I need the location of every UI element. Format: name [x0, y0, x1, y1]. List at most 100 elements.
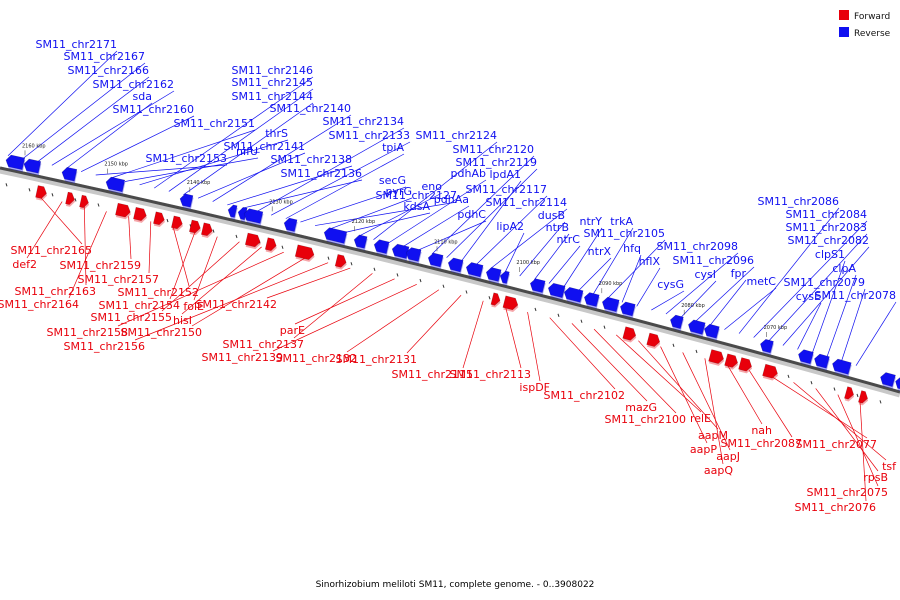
- forward-gene-arrow[interactable]: [79, 194, 91, 211]
- gene-label[interactable]: SM11_chr2127: [375, 189, 457, 202]
- gene-label[interactable]: SM11_chr2079: [783, 276, 865, 289]
- forward-gene-arrow[interactable]: [133, 206, 149, 224]
- gene-label[interactable]: cysI: [694, 268, 716, 281]
- gene-label[interactable]: SM11_chr2167: [63, 50, 145, 63]
- gene-label[interactable]: SM11_chr2142: [195, 298, 277, 311]
- gene-label[interactable]: SM11_chr2163: [14, 285, 96, 298]
- gene-label[interactable]: SM11_chr2160: [112, 103, 194, 116]
- gene-label[interactable]: SM11_chr2133: [328, 129, 410, 142]
- gene-label[interactable]: cysE: [796, 290, 821, 303]
- gene-label[interactable]: SM11_chr2159: [59, 259, 141, 272]
- gene-label[interactable]: SM11_chr2137: [222, 338, 304, 351]
- gene-label[interactable]: clpS1: [815, 248, 845, 261]
- reverse-gene-arrow[interactable]: [758, 338, 774, 356]
- gene-label[interactable]: nah: [751, 424, 772, 437]
- reverse-gene-arrow[interactable]: [464, 261, 484, 280]
- reverse-gene-arrow[interactable]: [582, 291, 600, 309]
- gene-label[interactable]: SM11_chr2156: [63, 340, 145, 353]
- gene-label[interactable]: SM11_chr2145: [231, 76, 313, 89]
- gene-label[interactable]: SM11_chr2165: [10, 244, 92, 257]
- forward-gene-arrow[interactable]: [153, 211, 167, 228]
- gene-label[interactable]: eno: [422, 180, 443, 193]
- gene-label[interactable]: ispDF: [519, 381, 550, 394]
- forward-gene-arrow[interactable]: [502, 295, 520, 313]
- gene-label[interactable]: SM11_chr2151: [173, 117, 255, 130]
- reverse-gene-arrow[interactable]: [60, 166, 78, 184]
- reverse-gene-arrow[interactable]: [528, 278, 546, 295]
- reverse-gene-arrow[interactable]: [390, 243, 410, 261]
- gene-label[interactable]: SM11_chr2166: [67, 64, 149, 77]
- gene-label[interactable]: SM11_chr2132: [275, 352, 357, 365]
- reverse-gene-arrow[interactable]: [322, 227, 348, 246]
- reverse-gene-arrow[interactable]: [686, 319, 706, 337]
- reverse-gene-arrow[interactable]: [446, 257, 464, 275]
- gene-label[interactable]: SM11_chr2117: [465, 183, 547, 196]
- gene-label[interactable]: ntrY: [579, 215, 602, 228]
- reverse-gene-arrow[interactable]: [4, 154, 26, 172]
- reverse-gene-arrow[interactable]: [242, 208, 264, 226]
- gene-label[interactable]: SM11_chr2157: [77, 273, 159, 286]
- gene-label[interactable]: tpiA: [382, 141, 404, 154]
- forward-gene-arrow[interactable]: [188, 219, 203, 236]
- reverse-gene-arrow[interactable]: [878, 371, 896, 389]
- gene-label[interactable]: aapM: [698, 429, 728, 442]
- gene-label[interactable]: SM11_chr2082: [787, 234, 869, 247]
- forward-gene-arrow[interactable]: [244, 232, 263, 250]
- gene-label[interactable]: SM11_chr2115: [391, 368, 473, 381]
- gene-label[interactable]: SM11_chr2096: [672, 254, 754, 267]
- gene-label[interactable]: pdhC: [457, 208, 486, 221]
- gene-label[interactable]: clpA: [832, 262, 856, 275]
- forward-gene-arrow[interactable]: [708, 349, 726, 366]
- forward-gene-arrow[interactable]: [264, 237, 279, 254]
- gene-label[interactable]: hflX: [639, 255, 661, 268]
- gene-label[interactable]: SM11_chr2164: [0, 298, 79, 311]
- gene-label[interactable]: SM11_chr2171: [35, 38, 117, 51]
- gene-label[interactable]: SM11_chr2134: [322, 115, 404, 128]
- gene-label[interactable]: metC: [747, 275, 777, 288]
- gene-label[interactable]: SM11_chr2102: [543, 389, 625, 402]
- reverse-gene-arrow[interactable]: [226, 204, 238, 220]
- reverse-gene-arrow[interactable]: [352, 234, 368, 251]
- forward-gene-arrow[interactable]: [724, 353, 740, 371]
- reverse-gene-arrow[interactable]: [178, 193, 194, 210]
- gene-label[interactable]: aapJ: [716, 450, 740, 463]
- reverse-gene-arrow[interactable]: [498, 270, 510, 286]
- forward-gene-arrow[interactable]: [622, 326, 638, 344]
- gene-label[interactable]: SM11_chr2138: [270, 153, 352, 166]
- gene-label[interactable]: kdsA: [403, 200, 430, 213]
- forward-gene-arrow[interactable]: [294, 244, 317, 263]
- gene-label[interactable]: SM11_chr2114: [485, 196, 567, 209]
- gene-label[interactable]: SM11_chr2155: [90, 311, 172, 324]
- gene-label[interactable]: SM11_chr2158: [46, 326, 128, 339]
- forward-gene-arrow[interactable]: [738, 357, 754, 375]
- forward-gene-arrow[interactable]: [646, 332, 662, 350]
- gene-label[interactable]: SM11_chr2141: [223, 140, 305, 153]
- gene-label[interactable]: lipA2: [496, 220, 524, 233]
- reverse-gene-arrow[interactable]: [426, 252, 444, 270]
- reverse-gene-arrow[interactable]: [600, 296, 620, 314]
- gene-label[interactable]: dusB: [538, 209, 565, 222]
- gene-label[interactable]: lpdA1: [489, 168, 521, 181]
- gene-label[interactable]: parE: [280, 324, 305, 337]
- reverse-gene-arrow[interactable]: [830, 358, 852, 377]
- gene-label[interactable]: cysG: [657, 278, 684, 291]
- gene-label[interactable]: SM11_chr2144: [231, 90, 313, 103]
- reverse-gene-arrow[interactable]: [104, 176, 126, 194]
- reverse-gene-arrow[interactable]: [404, 247, 422, 264]
- gene-label[interactable]: SM11_chr2075: [806, 486, 888, 499]
- gene-label[interactable]: SM11_chr2078: [814, 289, 896, 302]
- gene-label[interactable]: SM11_chr2086: [757, 195, 839, 208]
- reverse-gene-arrow[interactable]: [282, 217, 298, 234]
- gene-label[interactable]: secG: [379, 174, 406, 187]
- gene-label[interactable]: sda: [133, 90, 152, 103]
- forward-gene-arrow[interactable]: [35, 185, 49, 201]
- gene-label[interactable]: nifU: [236, 145, 258, 158]
- gene-label[interactable]: pyrG: [385, 185, 412, 198]
- gene-label[interactable]: pdhAa: [434, 193, 469, 206]
- forward-gene-arrow[interactable]: [171, 215, 185, 232]
- gene-label[interactable]: SM11_chr2083: [785, 221, 867, 234]
- forward-gene-arrow[interactable]: [762, 363, 780, 381]
- gene-label[interactable]: mazG: [625, 401, 657, 414]
- forward-gene-arrow[interactable]: [200, 222, 215, 239]
- gene-label[interactable]: SM11_chr2105: [583, 227, 665, 240]
